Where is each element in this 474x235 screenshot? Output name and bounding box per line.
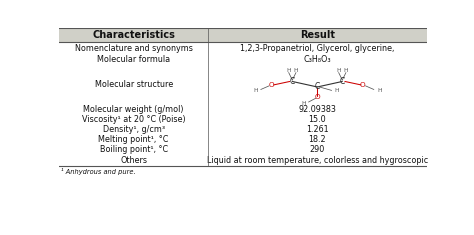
Text: H: H [377,88,382,93]
Text: H: H [294,68,298,73]
Text: 1,2,3-Propanetriol, Glycerol, glycerine,: 1,2,3-Propanetriol, Glycerol, glycerine, [240,44,394,53]
Text: 92.09383: 92.09383 [298,105,336,114]
Text: O: O [315,94,320,100]
Text: Characteristics: Characteristics [92,30,175,40]
Text: Melting point¹, °C: Melting point¹, °C [99,135,169,144]
Text: Molecular formula: Molecular formula [97,55,170,64]
Text: H: H [334,88,338,93]
Text: Liquid at room temperature, colorless and hygroscopic: Liquid at room temperature, colorless an… [207,156,428,164]
Text: Boiling point¹, °C: Boiling point¹, °C [100,145,168,154]
Text: Others: Others [120,156,147,164]
Text: Molecular structure: Molecular structure [94,80,173,89]
Text: C: C [315,82,320,91]
Text: H: H [253,88,257,93]
Text: ¹ Anhydrous and pure.: ¹ Anhydrous and pure. [61,168,136,176]
Text: H: H [302,101,306,106]
Text: 18.2: 18.2 [309,135,326,144]
Text: 290: 290 [310,145,325,154]
Text: C: C [290,77,295,86]
Text: Result: Result [300,30,335,40]
Text: 15.0: 15.0 [309,115,326,124]
Text: 1.261: 1.261 [306,125,328,134]
Text: Molecular weight (g/mol): Molecular weight (g/mol) [83,105,184,114]
Bar [59,28,427,42]
Text: H: H [337,68,341,73]
Text: H: H [286,68,291,73]
Text: O: O [269,82,274,88]
Text: H: H [344,68,348,73]
Text: C: C [340,77,345,86]
Text: C₃H₈O₃: C₃H₈O₃ [303,55,331,64]
Text: Viscosity¹ at 20 °C (Poise): Viscosity¹ at 20 °C (Poise) [82,115,185,124]
Text: O: O [360,82,365,88]
Text: Nomenclature and synonyms: Nomenclature and synonyms [75,44,192,53]
Text: Density¹, g/cm³: Density¹, g/cm³ [102,125,164,134]
